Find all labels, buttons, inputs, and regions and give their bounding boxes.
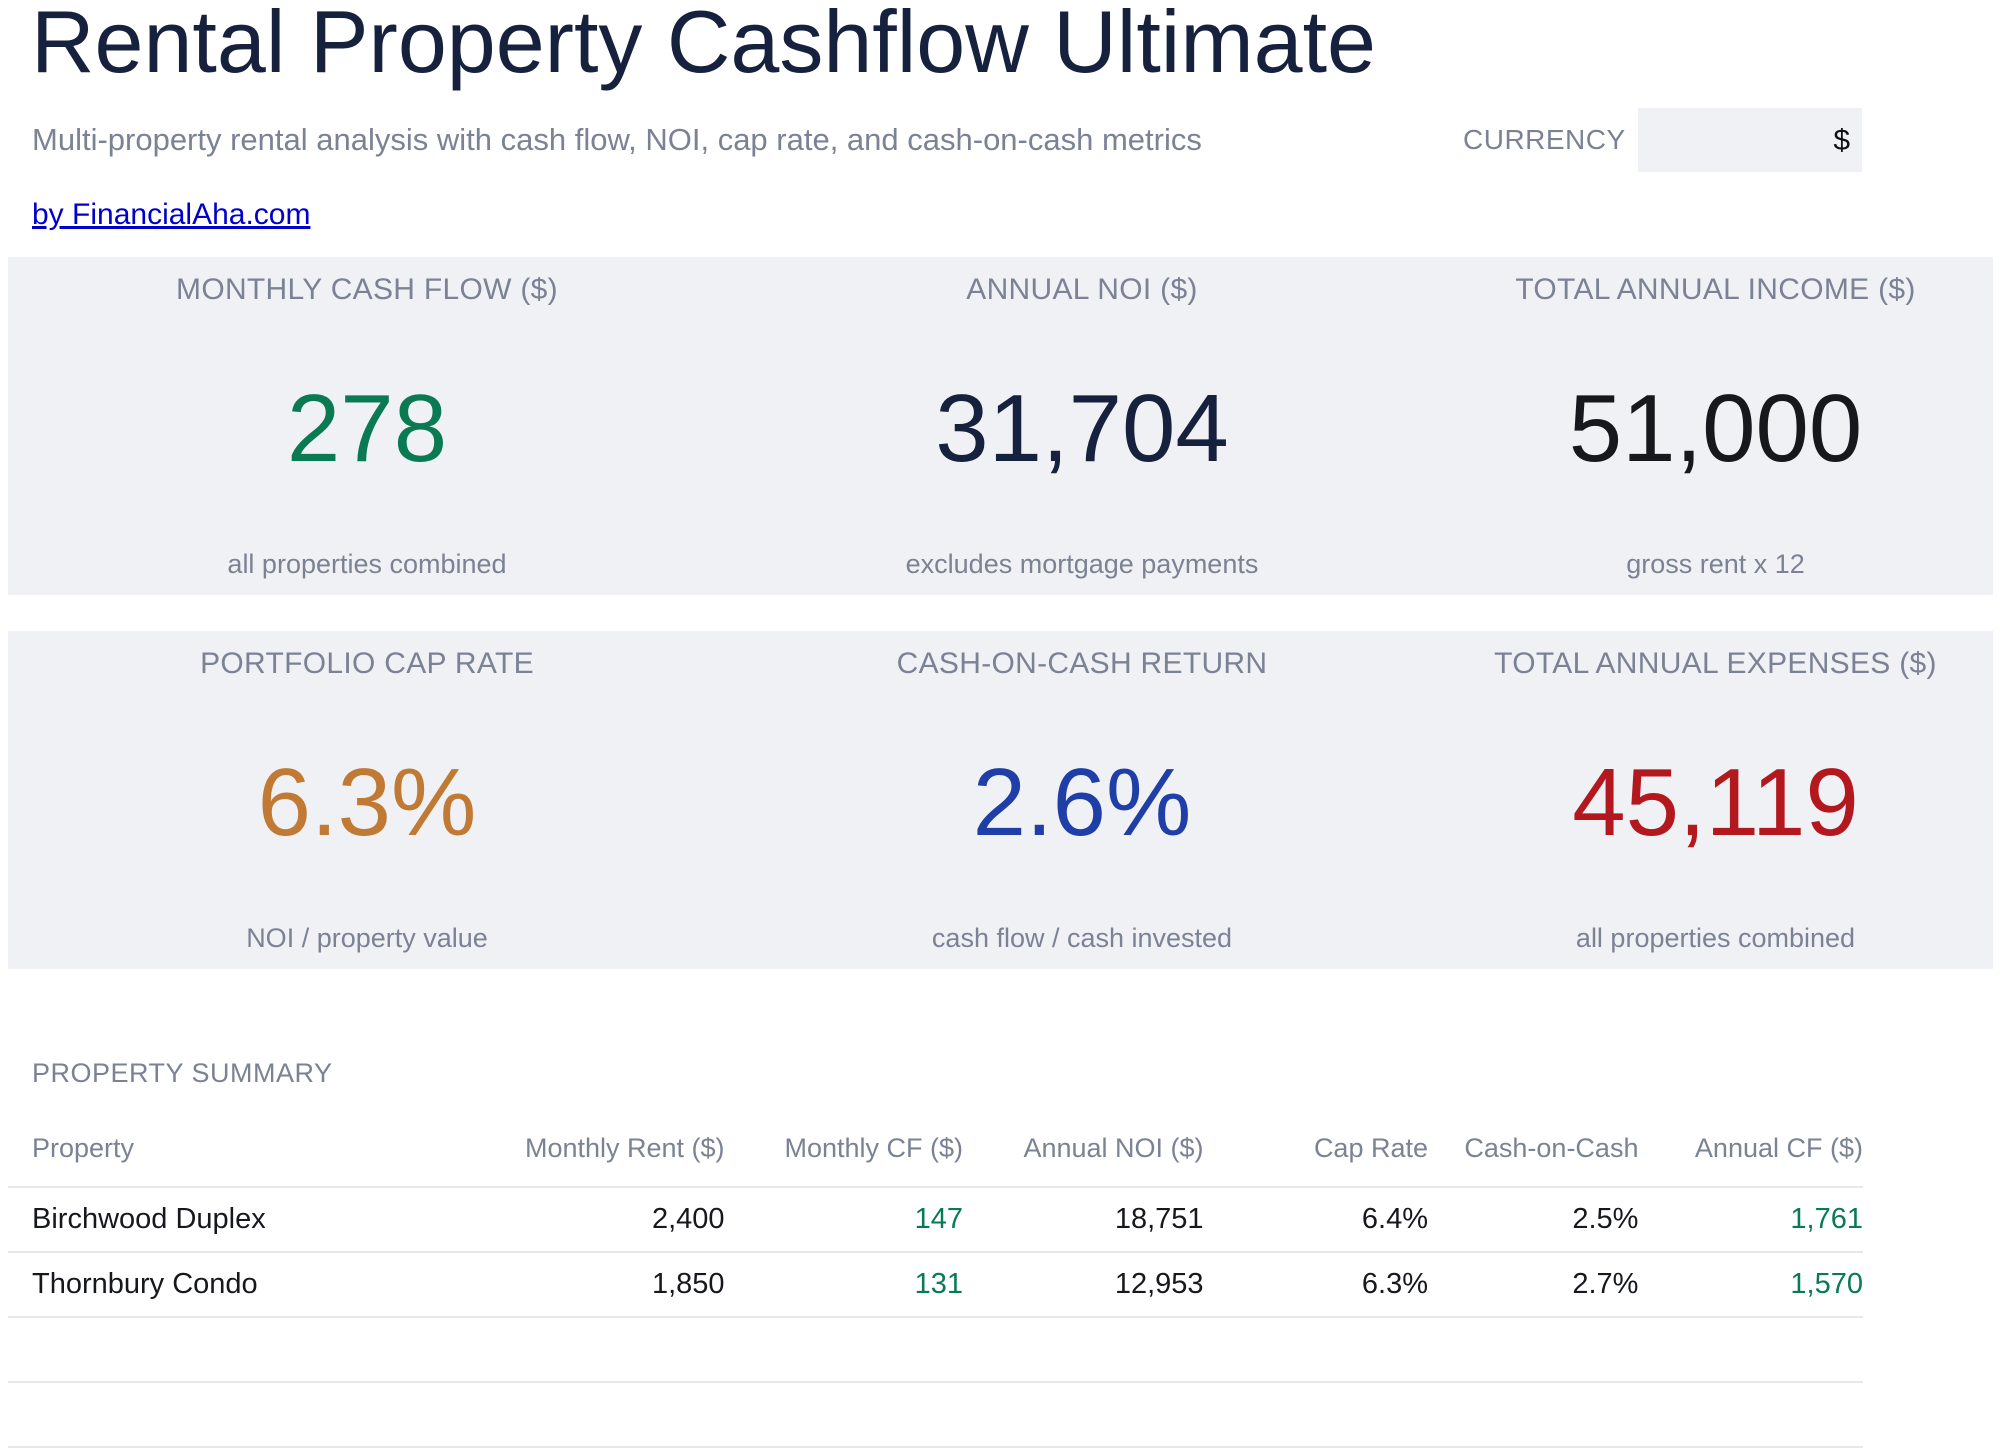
cell-cash-on-cash: 2.5% xyxy=(1428,1187,1639,1253)
cell-cash-on-cash: 2.7% xyxy=(1428,1252,1639,1318)
cell-monthly-cf xyxy=(724,1382,964,1448)
kpi-label: CASH-ON-CASH RETURN xyxy=(896,647,1268,680)
cell-cash-on-cash xyxy=(1428,1382,1639,1448)
cell-cap-rate: 6.3% xyxy=(1203,1252,1429,1318)
cell-cap-rate xyxy=(1203,1317,1429,1383)
kpi-note: all properties combined xyxy=(227,549,507,579)
cell-property xyxy=(8,1317,725,1383)
byline-link[interactable]: by FinancialAha.com xyxy=(32,198,311,231)
cell-annual-noi: 12,953 xyxy=(963,1252,1204,1318)
cell-annual-noi: 18,751 xyxy=(963,1187,1204,1253)
kpi-total-annual-expenses: TOTAL ANNUAL EXPENSES ($) 45,119 all pro… xyxy=(1438,631,1993,969)
kpi-label: MONTHLY CASH FLOW ($) xyxy=(176,273,558,306)
cell-monthly-cf xyxy=(724,1317,964,1383)
kpi-value: 2.6% xyxy=(972,749,1192,856)
column-header: Cap Rate xyxy=(1203,1111,1429,1188)
kpi-label: PORTFOLIO CAP RATE xyxy=(200,647,534,680)
cell-cap-rate xyxy=(1203,1382,1429,1448)
cell-annual-noi xyxy=(963,1317,1204,1383)
table-header-row: Property Monthly Rent ($) Monthly CF ($)… xyxy=(8,1111,1863,1188)
page-title: Rental Property Cashflow Ultimate xyxy=(31,0,1376,91)
kpi-value: 278 xyxy=(286,375,448,482)
kpi-value: 31,704 xyxy=(935,375,1229,482)
cell-annual-cf xyxy=(1638,1317,1863,1383)
cell-monthly-cf: 147 xyxy=(724,1187,964,1253)
currency-value: $ xyxy=(1833,124,1850,157)
column-header: Monthly CF ($) xyxy=(724,1111,964,1188)
kpi-note: all properties combined xyxy=(1575,923,1856,953)
cell-monthly-rent: 2,400 xyxy=(651,1203,725,1235)
column-header: Annual NOI ($) xyxy=(963,1111,1204,1188)
column-header: Property Monthly Rent ($) xyxy=(8,1111,725,1188)
cell-cash-on-cash xyxy=(1428,1317,1639,1383)
cell-monthly-cf: 131 xyxy=(724,1252,964,1318)
kpi-monthly-cash-flow: MONTHLY CASH FLOW ($) 278 all properties… xyxy=(8,257,726,595)
kpi-value: 51,000 xyxy=(1568,375,1863,482)
cell-annual-noi xyxy=(963,1382,1204,1448)
currency-label: CURRENCY xyxy=(1463,124,1626,155)
kpi-value: 6.3% xyxy=(257,749,477,856)
cell-property: Thornbury Condo 1,850 xyxy=(8,1252,725,1318)
kpi-note: cash flow / cash invested xyxy=(931,923,1233,953)
kpi-note: gross rent x 12 xyxy=(1626,549,1805,579)
kpi-label: TOTAL ANNUAL INCOME ($) xyxy=(1515,273,1916,306)
kpi-label: ANNUAL NOI ($) xyxy=(966,273,1198,306)
cell-annual-cf xyxy=(1638,1382,1863,1448)
table-row-empty xyxy=(8,1382,1863,1448)
kpi-note: NOI / property value xyxy=(246,923,488,953)
kpi-value: 45,119 xyxy=(1572,749,1859,856)
kpi-panel-row-1: MONTHLY CASH FLOW ($) 278 all properties… xyxy=(8,257,1993,595)
cell-annual-cf: 1,761 xyxy=(1638,1187,1863,1253)
table-row: Birchwood Duplex 2,400 147 18,751 6.4% 2… xyxy=(8,1187,1863,1253)
cell-property xyxy=(8,1382,725,1448)
kpi-cash-on-cash-return: CASH-ON-CASH RETURN 2.6% cash flow / cas… xyxy=(726,631,1438,969)
kpi-total-annual-income: TOTAL ANNUAL INCOME ($) 51,000 gross ren… xyxy=(1438,257,1993,595)
property-summary-title: PROPERTY SUMMARY xyxy=(32,1058,333,1088)
cell-monthly-rent: 1,850 xyxy=(651,1268,725,1300)
kpi-label: TOTAL ANNUAL EXPENSES ($) xyxy=(1494,647,1937,680)
cell-cap-rate: 6.4% xyxy=(1203,1187,1429,1253)
cell-property: Birchwood Duplex 2,400 xyxy=(8,1187,725,1253)
property-summary-table: Property Monthly Rent ($) Monthly CF ($)… xyxy=(8,1111,1863,1448)
kpi-portfolio-cap-rate: PORTFOLIO CAP RATE 6.3% NOI / property v… xyxy=(8,631,726,969)
kpi-panel-row-2: PORTFOLIO CAP RATE 6.3% NOI / property v… xyxy=(8,631,1993,969)
page-subtitle: Multi-property rental analysis with cash… xyxy=(32,122,1202,157)
kpi-annual-noi: ANNUAL NOI ($) 31,704 excludes mortgage … xyxy=(726,257,1438,595)
column-header: Cash-on-Cash xyxy=(1428,1111,1639,1188)
cell-annual-cf: 1,570 xyxy=(1638,1252,1863,1318)
table-row: Thornbury Condo 1,850 131 12,953 6.3% 2.… xyxy=(8,1252,1863,1318)
table-row-empty xyxy=(8,1317,1863,1383)
column-header: Annual CF ($) xyxy=(1638,1111,1863,1188)
currency-input[interactable]: $ xyxy=(1638,108,1862,172)
column-header: Monthly Rent ($) xyxy=(524,1133,725,1163)
kpi-note: excludes mortgage payments xyxy=(905,549,1259,579)
